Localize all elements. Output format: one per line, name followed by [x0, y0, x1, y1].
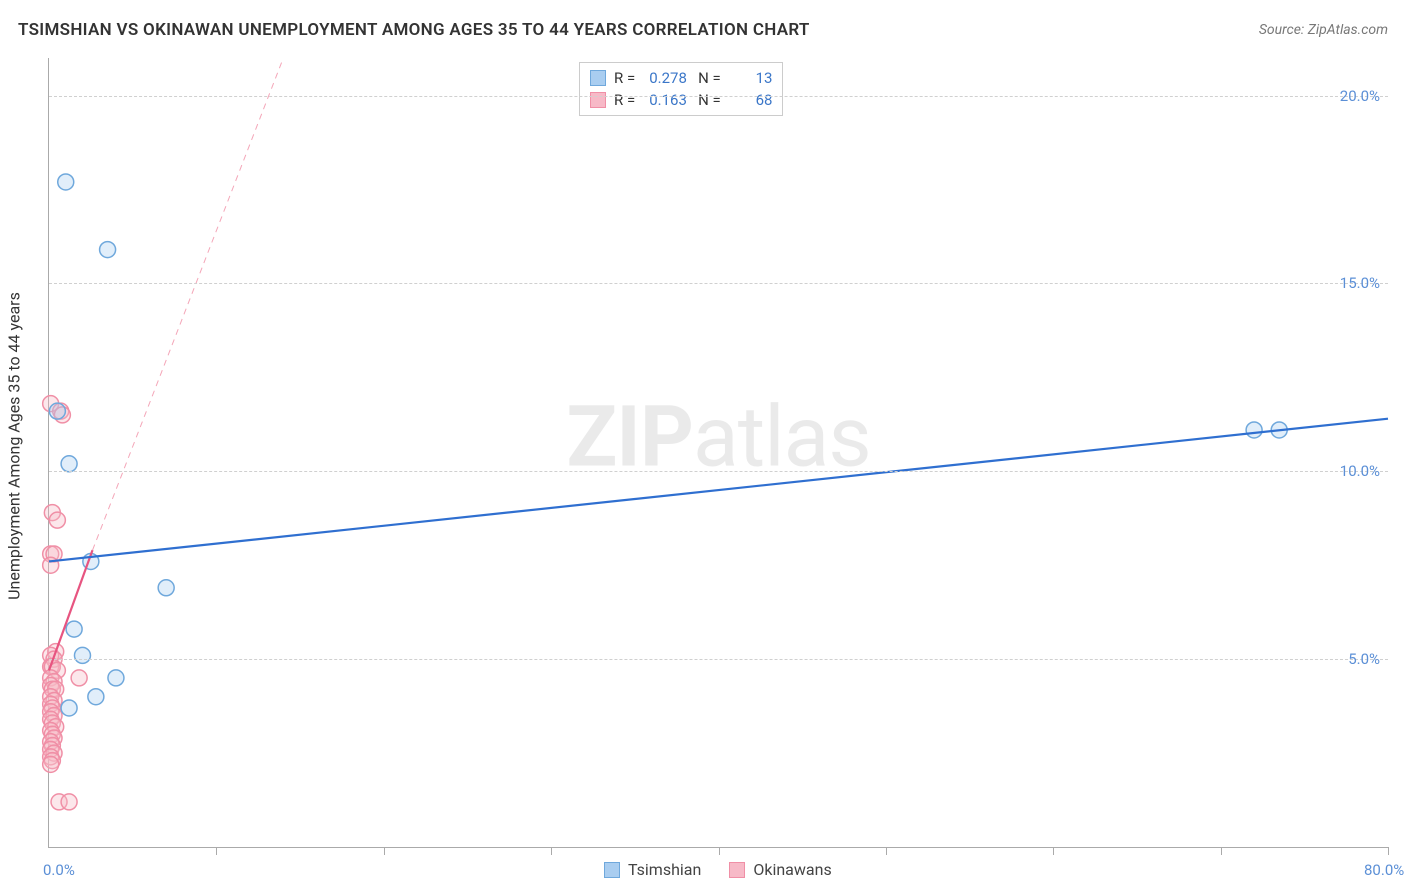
data-point	[74, 647, 90, 663]
y-tick-label: 20.0%	[1340, 87, 1380, 105]
data-point	[49, 512, 65, 528]
data-point	[88, 689, 104, 705]
data-point	[61, 456, 77, 472]
data-point	[71, 670, 87, 686]
gridline	[49, 283, 1388, 284]
x-tick	[1388, 847, 1389, 855]
x-tick	[1221, 847, 1222, 855]
legend-item: Tsimshian	[604, 860, 701, 879]
y-tick-label: 5.0%	[1348, 650, 1380, 668]
x-tick	[719, 847, 720, 855]
legend-label: Tsimshian	[628, 860, 701, 879]
data-point	[100, 242, 116, 258]
data-point	[43, 756, 59, 772]
legend-stats: R = 0.278 N = 13 R = 0.163 N = 68	[579, 62, 783, 116]
y-tick-label: 15.0%	[1340, 274, 1380, 292]
data-point	[108, 670, 124, 686]
x-tick	[384, 847, 385, 855]
legend-stats-text: R = 0.163 N = 68	[614, 91, 772, 109]
data-point	[61, 794, 77, 810]
legend-item: Okinawans	[729, 860, 831, 879]
plot-area: ZIPatlas R = 0.278 N = 13R = 0.163 N = 6…	[48, 58, 1388, 848]
scatter-plot	[49, 58, 1388, 847]
chart-title: TSIMSHIAN VS OKINAWAN UNEMPLOYMENT AMONG…	[18, 20, 810, 40]
data-point	[66, 621, 82, 637]
bottom-legend: Tsimshian Okinawans	[604, 860, 832, 879]
gridline	[49, 96, 1388, 97]
x-tick-label: 80.0%	[1364, 861, 1404, 879]
data-point	[49, 403, 65, 419]
gridline	[49, 659, 1388, 660]
trend-line	[93, 58, 284, 550]
data-point	[1246, 422, 1262, 438]
legend-label: Okinawans	[753, 860, 831, 879]
x-tick	[1053, 847, 1054, 855]
source-label: Source: ZipAtlas.com	[1259, 22, 1388, 38]
x-tick-label: 0.0%	[43, 861, 75, 879]
x-tick	[551, 847, 552, 855]
trend-line	[49, 419, 1388, 562]
y-tick-label: 10.0%	[1340, 462, 1380, 480]
legend-swatch	[604, 862, 620, 878]
data-point	[158, 580, 174, 596]
legend-stats-text: R = 0.278 N = 13	[614, 69, 772, 87]
legend-stats-row: R = 0.278 N = 13	[590, 67, 772, 89]
legend-swatch	[590, 92, 606, 108]
data-point	[58, 174, 74, 190]
gridline	[49, 471, 1388, 472]
legend-stats-row: R = 0.163 N = 68	[590, 89, 772, 111]
legend-swatch	[729, 862, 745, 878]
x-tick	[886, 847, 887, 855]
x-tick	[216, 847, 217, 855]
legend-swatch	[590, 70, 606, 86]
y-axis-label: Unemployment Among Ages 35 to 44 years	[5, 292, 24, 600]
data-point	[61, 700, 77, 716]
